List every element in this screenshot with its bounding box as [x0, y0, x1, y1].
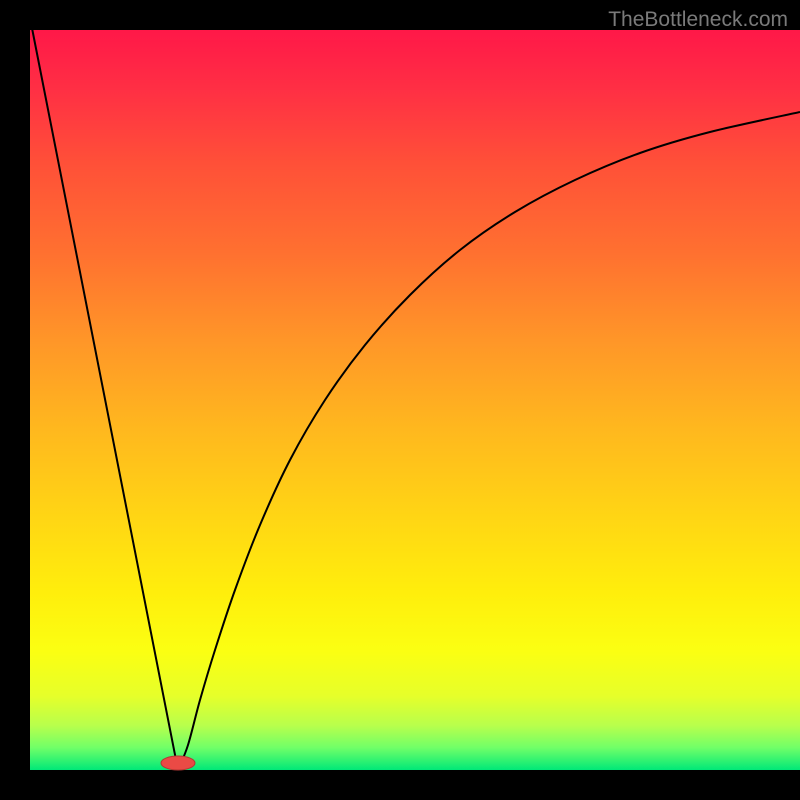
optimal-point-marker [161, 756, 195, 770]
watermark-text: TheBottleneck.com [608, 8, 788, 32]
bottleneck-chart: TheBottleneck.com [0, 0, 800, 800]
chart-svg [0, 0, 800, 800]
chart-plot-area [30, 30, 800, 770]
